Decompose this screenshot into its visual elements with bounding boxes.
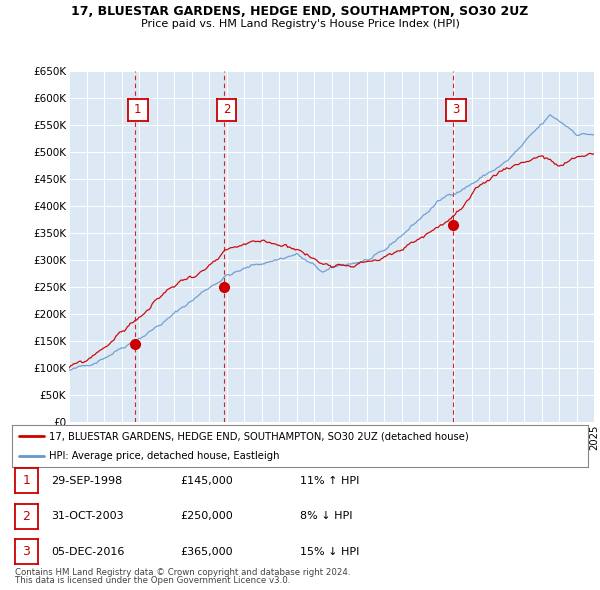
Text: 3: 3 bbox=[22, 545, 31, 558]
Text: 11% ↑ HPI: 11% ↑ HPI bbox=[300, 476, 359, 486]
Text: Price paid vs. HM Land Registry's House Price Index (HPI): Price paid vs. HM Land Registry's House … bbox=[140, 19, 460, 29]
Text: 31-OCT-2003: 31-OCT-2003 bbox=[51, 512, 124, 521]
Text: 15% ↓ HPI: 15% ↓ HPI bbox=[300, 547, 359, 556]
Text: 1: 1 bbox=[22, 474, 31, 487]
Text: 29-SEP-1998: 29-SEP-1998 bbox=[51, 476, 122, 486]
Text: HPI: Average price, detached house, Eastleigh: HPI: Average price, detached house, East… bbox=[49, 451, 280, 461]
Text: 05-DEC-2016: 05-DEC-2016 bbox=[51, 547, 124, 556]
Text: £145,000: £145,000 bbox=[180, 476, 233, 486]
Text: 1: 1 bbox=[134, 103, 142, 116]
Text: £365,000: £365,000 bbox=[180, 547, 233, 556]
Text: £250,000: £250,000 bbox=[180, 512, 233, 521]
Text: 8% ↓ HPI: 8% ↓ HPI bbox=[300, 512, 353, 521]
Text: This data is licensed under the Open Government Licence v3.0.: This data is licensed under the Open Gov… bbox=[15, 576, 290, 585]
Text: Contains HM Land Registry data © Crown copyright and database right 2024.: Contains HM Land Registry data © Crown c… bbox=[15, 568, 350, 577]
Text: 2: 2 bbox=[22, 510, 31, 523]
Text: 17, BLUESTAR GARDENS, HEDGE END, SOUTHAMPTON, SO30 2UZ: 17, BLUESTAR GARDENS, HEDGE END, SOUTHAM… bbox=[71, 5, 529, 18]
Text: 3: 3 bbox=[452, 103, 459, 116]
Text: 2: 2 bbox=[223, 103, 230, 116]
Text: 17, BLUESTAR GARDENS, HEDGE END, SOUTHAMPTON, SO30 2UZ (detached house): 17, BLUESTAR GARDENS, HEDGE END, SOUTHAM… bbox=[49, 431, 469, 441]
